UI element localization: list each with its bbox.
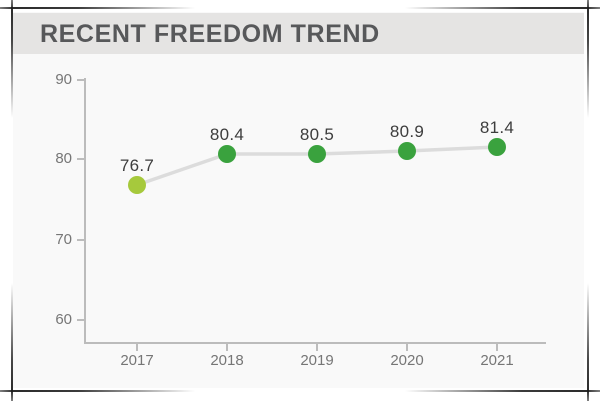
x-axis-label: 2020 bbox=[390, 352, 424, 369]
x-axis-label: 2021 bbox=[480, 352, 514, 369]
data-label-2020: 80.9 bbox=[389, 122, 425, 141]
x-axis-label: 2017 bbox=[120, 352, 154, 369]
chart-title: RECENT FREEDOM TREND bbox=[40, 20, 380, 48]
x-axis-tick bbox=[316, 343, 318, 351]
title-band bbox=[13, 13, 584, 54]
chart-background bbox=[13, 12, 584, 388]
x-axis-tick bbox=[136, 343, 138, 351]
data-label-2018: 80.4 bbox=[209, 125, 245, 144]
x-axis-label: 2018 bbox=[210, 352, 244, 369]
x-axis-tick bbox=[406, 343, 408, 351]
x-axis-tick bbox=[226, 343, 228, 351]
x-axis-line bbox=[84, 342, 546, 344]
data-label-2017: 76.7 bbox=[119, 156, 155, 175]
y-axis-label: 80 bbox=[55, 150, 72, 167]
data-label-2021: 81.4 bbox=[479, 118, 515, 137]
data-point-2018 bbox=[218, 145, 236, 163]
y-axis-line bbox=[84, 78, 86, 343]
x-axis-tick bbox=[496, 343, 498, 351]
y-axis-tick bbox=[77, 239, 85, 241]
data-label-2019: 80.5 bbox=[299, 125, 335, 144]
y-axis-tick bbox=[77, 319, 85, 321]
data-point-2019 bbox=[308, 145, 326, 163]
data-point-2021 bbox=[488, 138, 506, 156]
y-axis-label: 60 bbox=[55, 311, 72, 328]
x-axis-label: 2019 bbox=[300, 352, 334, 369]
data-point-2020 bbox=[398, 142, 416, 160]
y-axis-tick bbox=[77, 158, 85, 160]
y-axis-tick bbox=[77, 79, 85, 81]
y-axis-label: 70 bbox=[55, 231, 72, 248]
data-point-2017 bbox=[128, 176, 146, 194]
y-axis-label: 90 bbox=[55, 71, 72, 88]
